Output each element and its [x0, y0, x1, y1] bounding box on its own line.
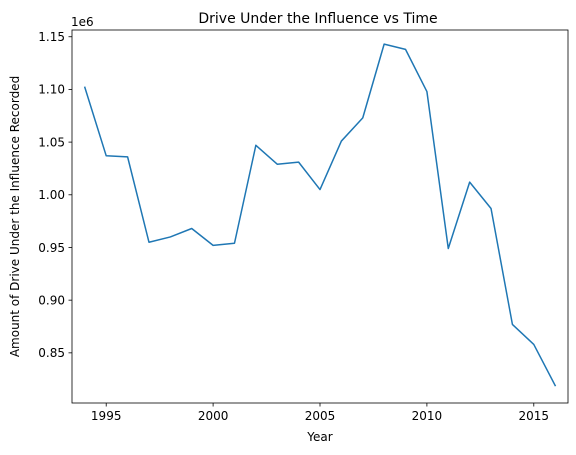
tick-group: 1995 2000 2005 2010 2015 0.85 0.90 0.95 1.00 1.05… — [38, 30, 549, 423]
chart-title: Drive Under the Influence vs Time — [198, 11, 437, 27]
y-tick-label: 0.85 — [38, 346, 65, 360]
y-axis-label: Amount of Drive Under the Influence Reco… — [8, 76, 22, 357]
y-tick-label: 1.10 — [38, 83, 65, 97]
y-tick-label: 1.15 — [38, 30, 65, 44]
x-axis-label: Year — [306, 430, 332, 444]
x-tick-label: 2010 — [412, 409, 443, 423]
y-tick-label: 0.95 — [38, 241, 65, 255]
plot-frame — [71, 29, 569, 404]
x-tick-label: 1995 — [91, 409, 122, 423]
x-tick-label: 2015 — [519, 409, 550, 423]
series-line — [83, 43, 557, 387]
x-tick-label: 2000 — [198, 409, 229, 423]
x-tick-label: 2005 — [305, 409, 336, 423]
y-scale-label: 1e6 — [71, 15, 94, 29]
y-tick-label: 0.90 — [38, 293, 65, 307]
y-tick-label: 1.00 — [38, 188, 65, 202]
y-tick-label: 1.05 — [38, 135, 65, 149]
